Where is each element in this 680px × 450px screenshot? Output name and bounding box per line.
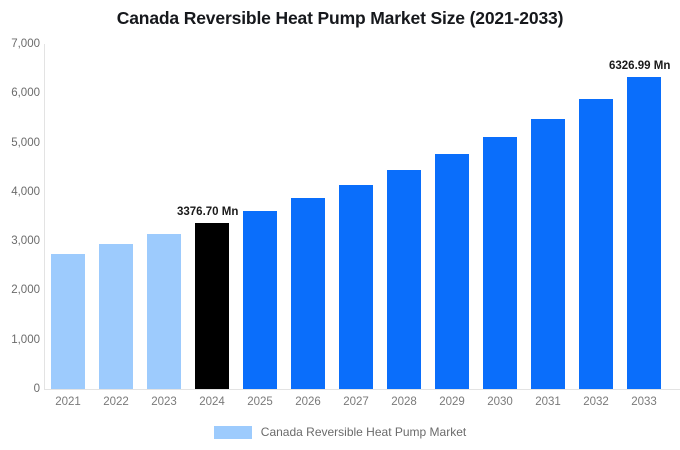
x-axis-tick-label: 2028 <box>391 396 417 408</box>
data-label-2024: 3376.70 Mn <box>177 205 239 218</box>
x-axis-tick-label: 2030 <box>487 396 513 408</box>
x-axis-tick-label: 2033 <box>631 396 657 408</box>
bar-2026[interactable] <box>291 198 325 389</box>
y-axis-tick-label: 0 <box>33 383 40 395</box>
x-axis-tick-label: 2027 <box>343 396 369 408</box>
bar-2028[interactable] <box>387 170 421 389</box>
data-label-2033: 6326.99 Mn <box>609 60 671 73</box>
legend-label-canada-reversible-heat-pump-market: Canada Reversible Heat Pump Market <box>260 425 467 439</box>
x-axis-tick-label: 2032 <box>583 396 609 408</box>
bar-2027[interactable] <box>339 184 373 389</box>
y-axis-line <box>44 44 45 390</box>
bar-2024[interactable] <box>195 222 229 389</box>
x-axis-line <box>44 389 680 390</box>
y-axis-tick-label: 5,000 <box>11 136 40 149</box>
y-axis-tick-label: 6,000 <box>11 87 40 100</box>
chart-legend: Canada Reversible Heat Pump Market <box>0 425 680 439</box>
chart-title: Canada Reversible Heat Pump Market Size … <box>116 8 564 28</box>
x-axis-tick-label: 2026 <box>295 396 321 408</box>
bar-2030[interactable] <box>483 136 517 389</box>
y-axis-tick-label: 7,000 <box>11 38 40 50</box>
bar-2033[interactable] <box>627 77 661 389</box>
bar-2029[interactable] <box>435 154 469 389</box>
y-axis-tick-label: 3,000 <box>11 235 40 248</box>
bars-layer <box>44 44 680 389</box>
bar-2022[interactable] <box>99 244 133 389</box>
x-axis-tick-label: 2025 <box>247 396 273 408</box>
x-axis-tick-label: 2023 <box>151 396 177 408</box>
x-axis-tick-label: 2031 <box>535 396 561 408</box>
y-axis-tick-label: 4,000 <box>11 185 40 198</box>
y-axis-tick-label: 2,000 <box>11 284 40 297</box>
x-axis-tick-label: 2021 <box>55 396 81 408</box>
bar-2021[interactable] <box>51 253 85 389</box>
x-axis-tick-label: 2029 <box>439 396 465 408</box>
x-axis-tick-label: 2022 <box>103 396 129 408</box>
bar-2023[interactable] <box>147 234 181 389</box>
y-axis-tick-label: 1,000 <box>11 333 40 346</box>
y-axis-tick-labels: 0 1,000 2,000 3,000 4,000 5,000 6,000 7,000 <box>0 0 40 450</box>
legend-swatch-canada-reversible-heat-pump-market <box>213 425 252 439</box>
x-axis-tick-label: 2024 <box>199 396 225 408</box>
bar-2031[interactable] <box>531 118 565 389</box>
x-axis-tick-labels: 2021 2022 2023 2024 2025 2026 2027 2028 2029 2030… <box>44 396 680 414</box>
bar-2032[interactable] <box>579 98 613 389</box>
bar-2025[interactable] <box>243 211 277 389</box>
